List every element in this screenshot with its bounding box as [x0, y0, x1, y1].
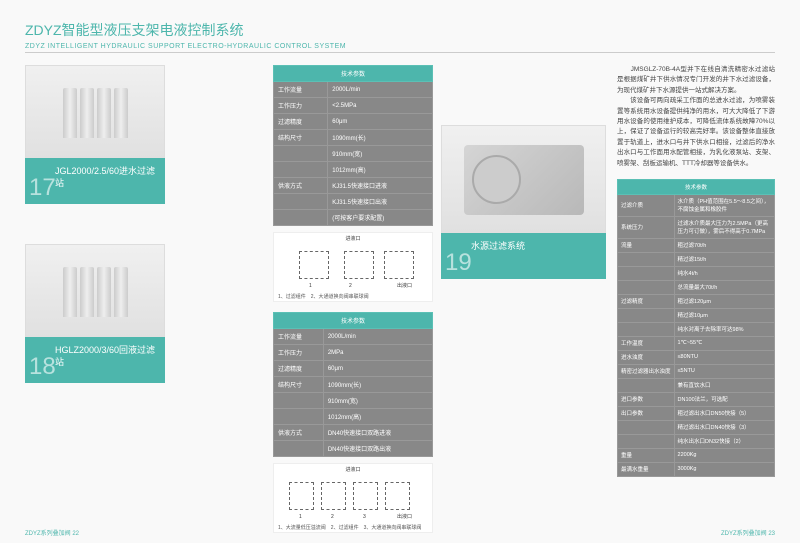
product-card-18: 18 HGLZ2000/3/60回液过滤站	[25, 244, 265, 383]
product-18-name: HGLZ2000/3/60回液过滤站	[55, 345, 157, 368]
footer-left: ZDYZ系列叠加阀 22	[25, 528, 79, 537]
diagram-17: 进液口 出液口 1 2 1、过滤组件 2、大通道换向阀串联球阀	[273, 232, 433, 302]
product-17-num: 17	[29, 174, 56, 202]
page-title-en: ZDYZ INTELLIGENT HYDRAULIC SUPPORT ELECT…	[25, 43, 775, 50]
title-divider	[25, 52, 775, 53]
product-18-image	[25, 244, 165, 339]
product-19-image	[441, 125, 606, 235]
diagram-18: 进液口 出液口 1 2 3 1、大流量低压溢流阀 2、过滤组件 3、大通道换向阀…	[273, 463, 433, 533]
product-17-image	[25, 65, 165, 160]
spec-table-18: 技术参数 工作流量2000L/min工作压力2MPa过滤精度60μm结构尺寸10…	[273, 312, 433, 457]
product-19-num: 19	[445, 249, 472, 277]
product-18-num: 18	[29, 353, 56, 381]
spec-table-17: 技术参数 工作流量2000L/min工作压力<2.5MPa过滤精度60μm结构尺…	[273, 65, 433, 226]
footer-right: ZDYZ系列叠加阀 23	[721, 528, 775, 537]
product-17-name: JGL2000/2.5/60进水过滤站	[55, 166, 157, 189]
product-19-name: 水源过滤系统	[471, 241, 598, 253]
product-19-description: JMSGLZ-70B-4A型并下在线自清洗精密水过滤站是根据煤矿井下供水情况专门…	[617, 65, 775, 169]
spec-table-19: 技术参数 过滤介质水介质（PH值范围在5.5～8.5之间），不腐蚀金属和橡胶件系…	[617, 179, 775, 477]
product-card-17: 17 JGL2000/2.5/60进水过滤站	[25, 65, 265, 204]
page-title-cn: ZDYZ智能型液压支架电液控制系统	[25, 20, 775, 40]
